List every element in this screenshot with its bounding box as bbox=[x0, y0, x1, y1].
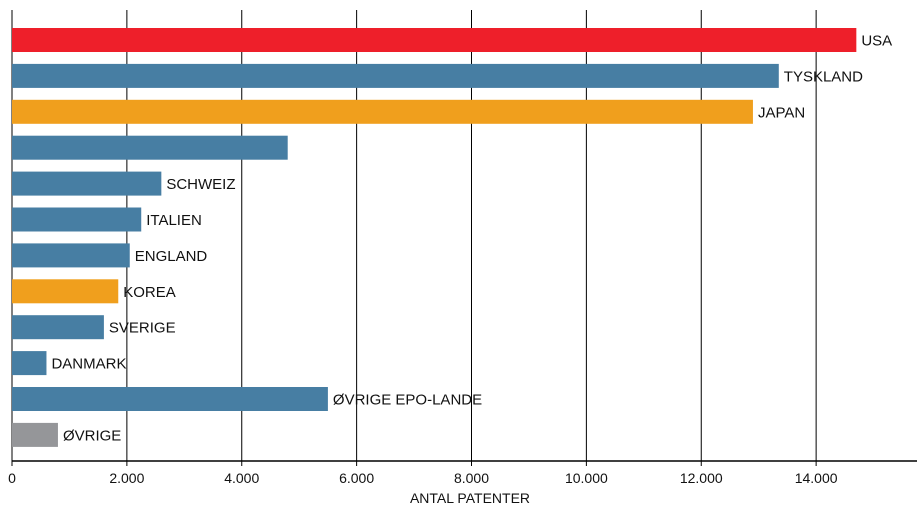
bar bbox=[12, 315, 104, 340]
bar bbox=[12, 99, 753, 124]
x-tick-label: 4.000 bbox=[224, 470, 259, 486]
bar-label: USA bbox=[861, 33, 892, 50]
bar-labels: USA TYSKLAND JAPAN SCHWEIZ ITALIEN ENGLAND KOR… bbox=[51, 33, 892, 445]
x-tick-label: 12.000 bbox=[680, 470, 723, 486]
bar bbox=[12, 279, 119, 304]
x-tick-label: 8.000 bbox=[454, 470, 489, 486]
bar bbox=[12, 422, 58, 447]
bar bbox=[12, 63, 779, 88]
x-tick-label: 6.000 bbox=[339, 470, 374, 486]
bar-label: SVERIGE bbox=[109, 320, 176, 337]
bar-label: KOREA bbox=[123, 284, 176, 301]
x-tick-label: 14.000 bbox=[795, 470, 838, 486]
x-ticks: 0 2.000 4.000 6.000 8.000 10.000 12.000 14.000 bbox=[8, 461, 838, 486]
bar bbox=[12, 28, 857, 52]
bar-label: ENGLAND bbox=[135, 248, 208, 265]
bar-label: ØVRIGE EPO-LANDE bbox=[333, 392, 482, 409]
x-tick-label: 2.000 bbox=[109, 470, 144, 486]
bars bbox=[12, 28, 857, 447]
bar bbox=[12, 351, 47, 376]
bar bbox=[12, 243, 130, 268]
bar bbox=[12, 135, 288, 160]
bar-label: SCHWEIZ bbox=[166, 176, 235, 193]
bar bbox=[12, 387, 328, 411]
bar-label: JAPAN bbox=[758, 104, 805, 121]
bar-label: ITALIEN bbox=[146, 212, 202, 229]
bar bbox=[12, 171, 162, 196]
x-axis-label: ANTAL PATENTER bbox=[410, 490, 530, 506]
bar-label: TYSKLAND bbox=[784, 68, 863, 85]
x-tick-label: 0 bbox=[8, 470, 16, 486]
bar-label: DANMARK bbox=[51, 356, 126, 373]
bar-label: ØVRIGE bbox=[63, 427, 121, 444]
x-tick-label: 10.000 bbox=[565, 470, 608, 486]
bar bbox=[12, 207, 142, 232]
